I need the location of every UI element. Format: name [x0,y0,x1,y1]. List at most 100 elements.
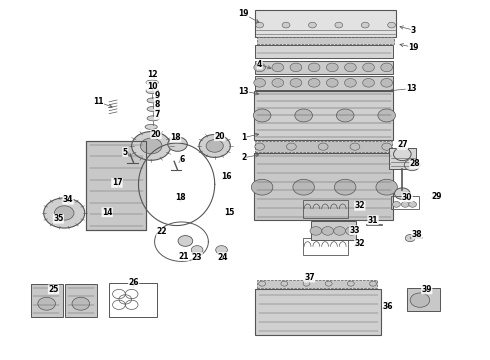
Ellipse shape [146,80,158,85]
Circle shape [44,198,85,228]
Text: 33: 33 [350,226,360,235]
Ellipse shape [147,116,159,121]
Text: 17: 17 [112,178,122,187]
Bar [303,238,347,255]
Circle shape [381,78,392,87]
Bar [303,201,347,218]
Text: 20: 20 [214,132,225,141]
Circle shape [405,234,415,242]
Text: 16: 16 [221,172,232,181]
Circle shape [401,202,409,207]
Text: 12: 12 [147,71,157,80]
Text: 34: 34 [63,195,74,204]
Circle shape [309,22,317,28]
Circle shape [141,138,162,154]
Circle shape [206,140,223,152]
Circle shape [256,22,264,28]
Bar [254,153,392,220]
Circle shape [363,63,374,72]
Circle shape [310,226,322,235]
Text: 29: 29 [431,192,442,201]
Bar [391,196,419,210]
Bar [255,60,392,74]
Bar [407,288,441,311]
Text: 25: 25 [49,285,59,294]
Circle shape [216,246,227,254]
Circle shape [308,63,320,72]
Text: 13: 13 [406,84,416,93]
Circle shape [72,297,90,310]
Circle shape [253,109,271,122]
Text: 3: 3 [411,26,416,35]
Bar [255,76,392,90]
Ellipse shape [145,125,157,130]
Text: 11: 11 [93,97,104,106]
Text: 26: 26 [128,278,139,287]
Bar [257,280,377,288]
Text: 8: 8 [154,100,160,109]
Text: 13: 13 [238,86,249,95]
Circle shape [326,63,338,72]
Bar [254,91,392,140]
Circle shape [334,179,356,195]
Circle shape [344,63,356,72]
Circle shape [132,132,171,160]
Circle shape [168,137,187,151]
Bar [255,10,396,37]
Text: 15: 15 [224,208,235,217]
Circle shape [322,226,334,235]
Text: 35: 35 [53,214,64,223]
Bar [109,283,157,317]
Text: 38: 38 [412,230,422,239]
Bar [311,221,356,240]
Text: 4: 4 [257,60,262,69]
Text: 32: 32 [355,201,365,210]
Text: 28: 28 [410,159,420,168]
Circle shape [345,226,357,235]
Text: 10: 10 [147,82,157,91]
Circle shape [295,109,313,122]
Circle shape [393,148,411,161]
Circle shape [335,22,343,28]
Text: 19: 19 [238,9,249,18]
Text: 21: 21 [179,252,189,261]
Circle shape [282,22,290,28]
Text: 39: 39 [421,285,432,294]
Bar [86,141,146,230]
Ellipse shape [146,89,158,94]
Text: 24: 24 [218,253,228,262]
Circle shape [178,235,193,246]
Circle shape [392,202,400,207]
Circle shape [336,109,354,122]
Text: 19: 19 [408,43,419,52]
Circle shape [272,78,284,87]
Text: 36: 36 [382,302,393,311]
Bar [257,37,394,44]
Text: 9: 9 [154,91,160,100]
Circle shape [191,246,203,254]
Bar [31,284,63,317]
Circle shape [394,188,410,199]
Circle shape [254,78,266,87]
Text: 7: 7 [154,110,160,119]
Circle shape [381,63,392,72]
Text: 18: 18 [171,133,181,142]
Circle shape [376,179,397,195]
Text: 5: 5 [122,148,128,157]
Circle shape [404,159,420,171]
Circle shape [54,206,74,220]
Text: 14: 14 [102,208,113,217]
Bar [65,284,97,317]
Circle shape [363,78,374,87]
Text: 37: 37 [304,273,315,282]
Circle shape [38,297,55,310]
Circle shape [344,78,356,87]
Circle shape [272,63,284,72]
Text: 30: 30 [402,193,413,202]
Bar [255,141,392,152]
Text: 27: 27 [397,140,408,149]
Text: 23: 23 [192,253,202,262]
Circle shape [378,109,395,122]
Ellipse shape [147,107,159,112]
Text: 18: 18 [175,193,186,202]
